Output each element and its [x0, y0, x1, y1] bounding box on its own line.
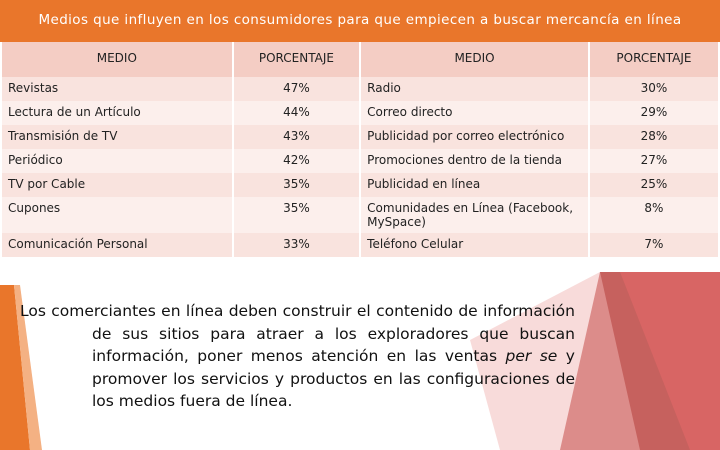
table-cell: 27%: [587, 149, 720, 173]
table-cell: Publicidad en línea: [359, 173, 590, 197]
table-cell: 8%: [587, 197, 720, 233]
table-row: Lectura de un Artículo 44% Correo directo 2…: [0, 101, 720, 125]
table-cell: 29%: [587, 101, 720, 125]
table-cell: Promociones dentro de la tienda: [359, 149, 590, 173]
table-cell: 35%: [231, 173, 362, 197]
table-cell: 7%: [587, 233, 720, 257]
column-header: MEDIO: [0, 42, 234, 77]
table-cell: Transmisión de TV: [0, 125, 234, 149]
table-cell: Revistas: [0, 77, 234, 101]
column-header: PORCENTAJE: [587, 42, 720, 77]
table-cell: Comunicación Personal: [0, 233, 234, 257]
paragraph: Los comerciantes en línea deben construi…: [20, 300, 575, 413]
table-cell: Cupones: [0, 197, 234, 233]
table-cell: Comunidades en Línea (Facebook, MySpace): [359, 197, 590, 233]
left-stripe-light: [14, 285, 42, 450]
header-row: MEDIO PORCENTAJE MEDIO PORCENTAJE: [0, 42, 720, 77]
table-cell: 25%: [587, 173, 720, 197]
right-shape-light: [620, 272, 720, 450]
table-cell: 35%: [231, 197, 362, 233]
table-cell: 28%: [587, 125, 720, 149]
table-cell: 42%: [231, 149, 362, 173]
paragraph-text: y promover los servicios y productos en …: [92, 347, 575, 410]
table-cell: 47%: [231, 77, 362, 101]
title-bar: Medios que influyen en los consumidores …: [0, 0, 720, 42]
left-stripe: [0, 285, 30, 450]
table-cell: 43%: [231, 125, 362, 149]
table-row: Cupones 35% Comunidades en Línea (Facebook…: [0, 197, 720, 233]
table-row: Revistas 47% Radio 30%: [0, 77, 720, 101]
table-row: Comunicación Personal 33% Teléfono Celular…: [0, 233, 720, 257]
paragraph-italic: per se: [505, 347, 558, 365]
paragraph-text: Los comerciantes en línea deben construi…: [20, 302, 575, 365]
table-cell: Periódico: [0, 149, 234, 173]
column-header: PORCENTAJE: [231, 42, 362, 77]
table-row: Periódico 42% Promociones dentro de la tie…: [0, 149, 720, 173]
table-cell: 44%: [231, 101, 362, 125]
right-shape-pale: [470, 272, 640, 450]
table-cell: 30%: [587, 77, 720, 101]
table-cell: Lectura de un Artículo: [0, 101, 234, 125]
table-row: TV por Cable 35% Publicidad en línea 25%: [0, 173, 720, 197]
table-cell: Radio: [359, 77, 590, 101]
table-row: Transmisión de TV 43% Publicidad por corre…: [0, 125, 720, 149]
table-cell: 33%: [231, 233, 362, 257]
table-cell: Teléfono Celular: [359, 233, 590, 257]
column-header: MEDIO: [359, 42, 590, 77]
table-cell: TV por Cable: [0, 173, 234, 197]
table-cell: Publicidad por correo electrónico: [359, 125, 590, 149]
media-table: MEDIO PORCENTAJE MEDIO PORCENTAJE Revistas 4…: [0, 42, 720, 257]
table-cell: Correo directo: [359, 101, 590, 125]
